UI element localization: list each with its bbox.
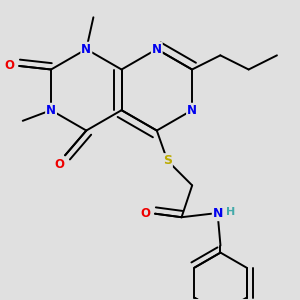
Text: H: H (226, 207, 236, 217)
Text: S: S (163, 154, 172, 167)
Text: O: O (140, 207, 150, 220)
Text: N: N (213, 207, 223, 220)
Text: N: N (46, 104, 56, 117)
Text: N: N (152, 43, 162, 56)
Text: O: O (4, 59, 14, 73)
Text: N: N (187, 104, 197, 117)
Text: O: O (55, 158, 65, 171)
Text: N: N (81, 43, 91, 56)
